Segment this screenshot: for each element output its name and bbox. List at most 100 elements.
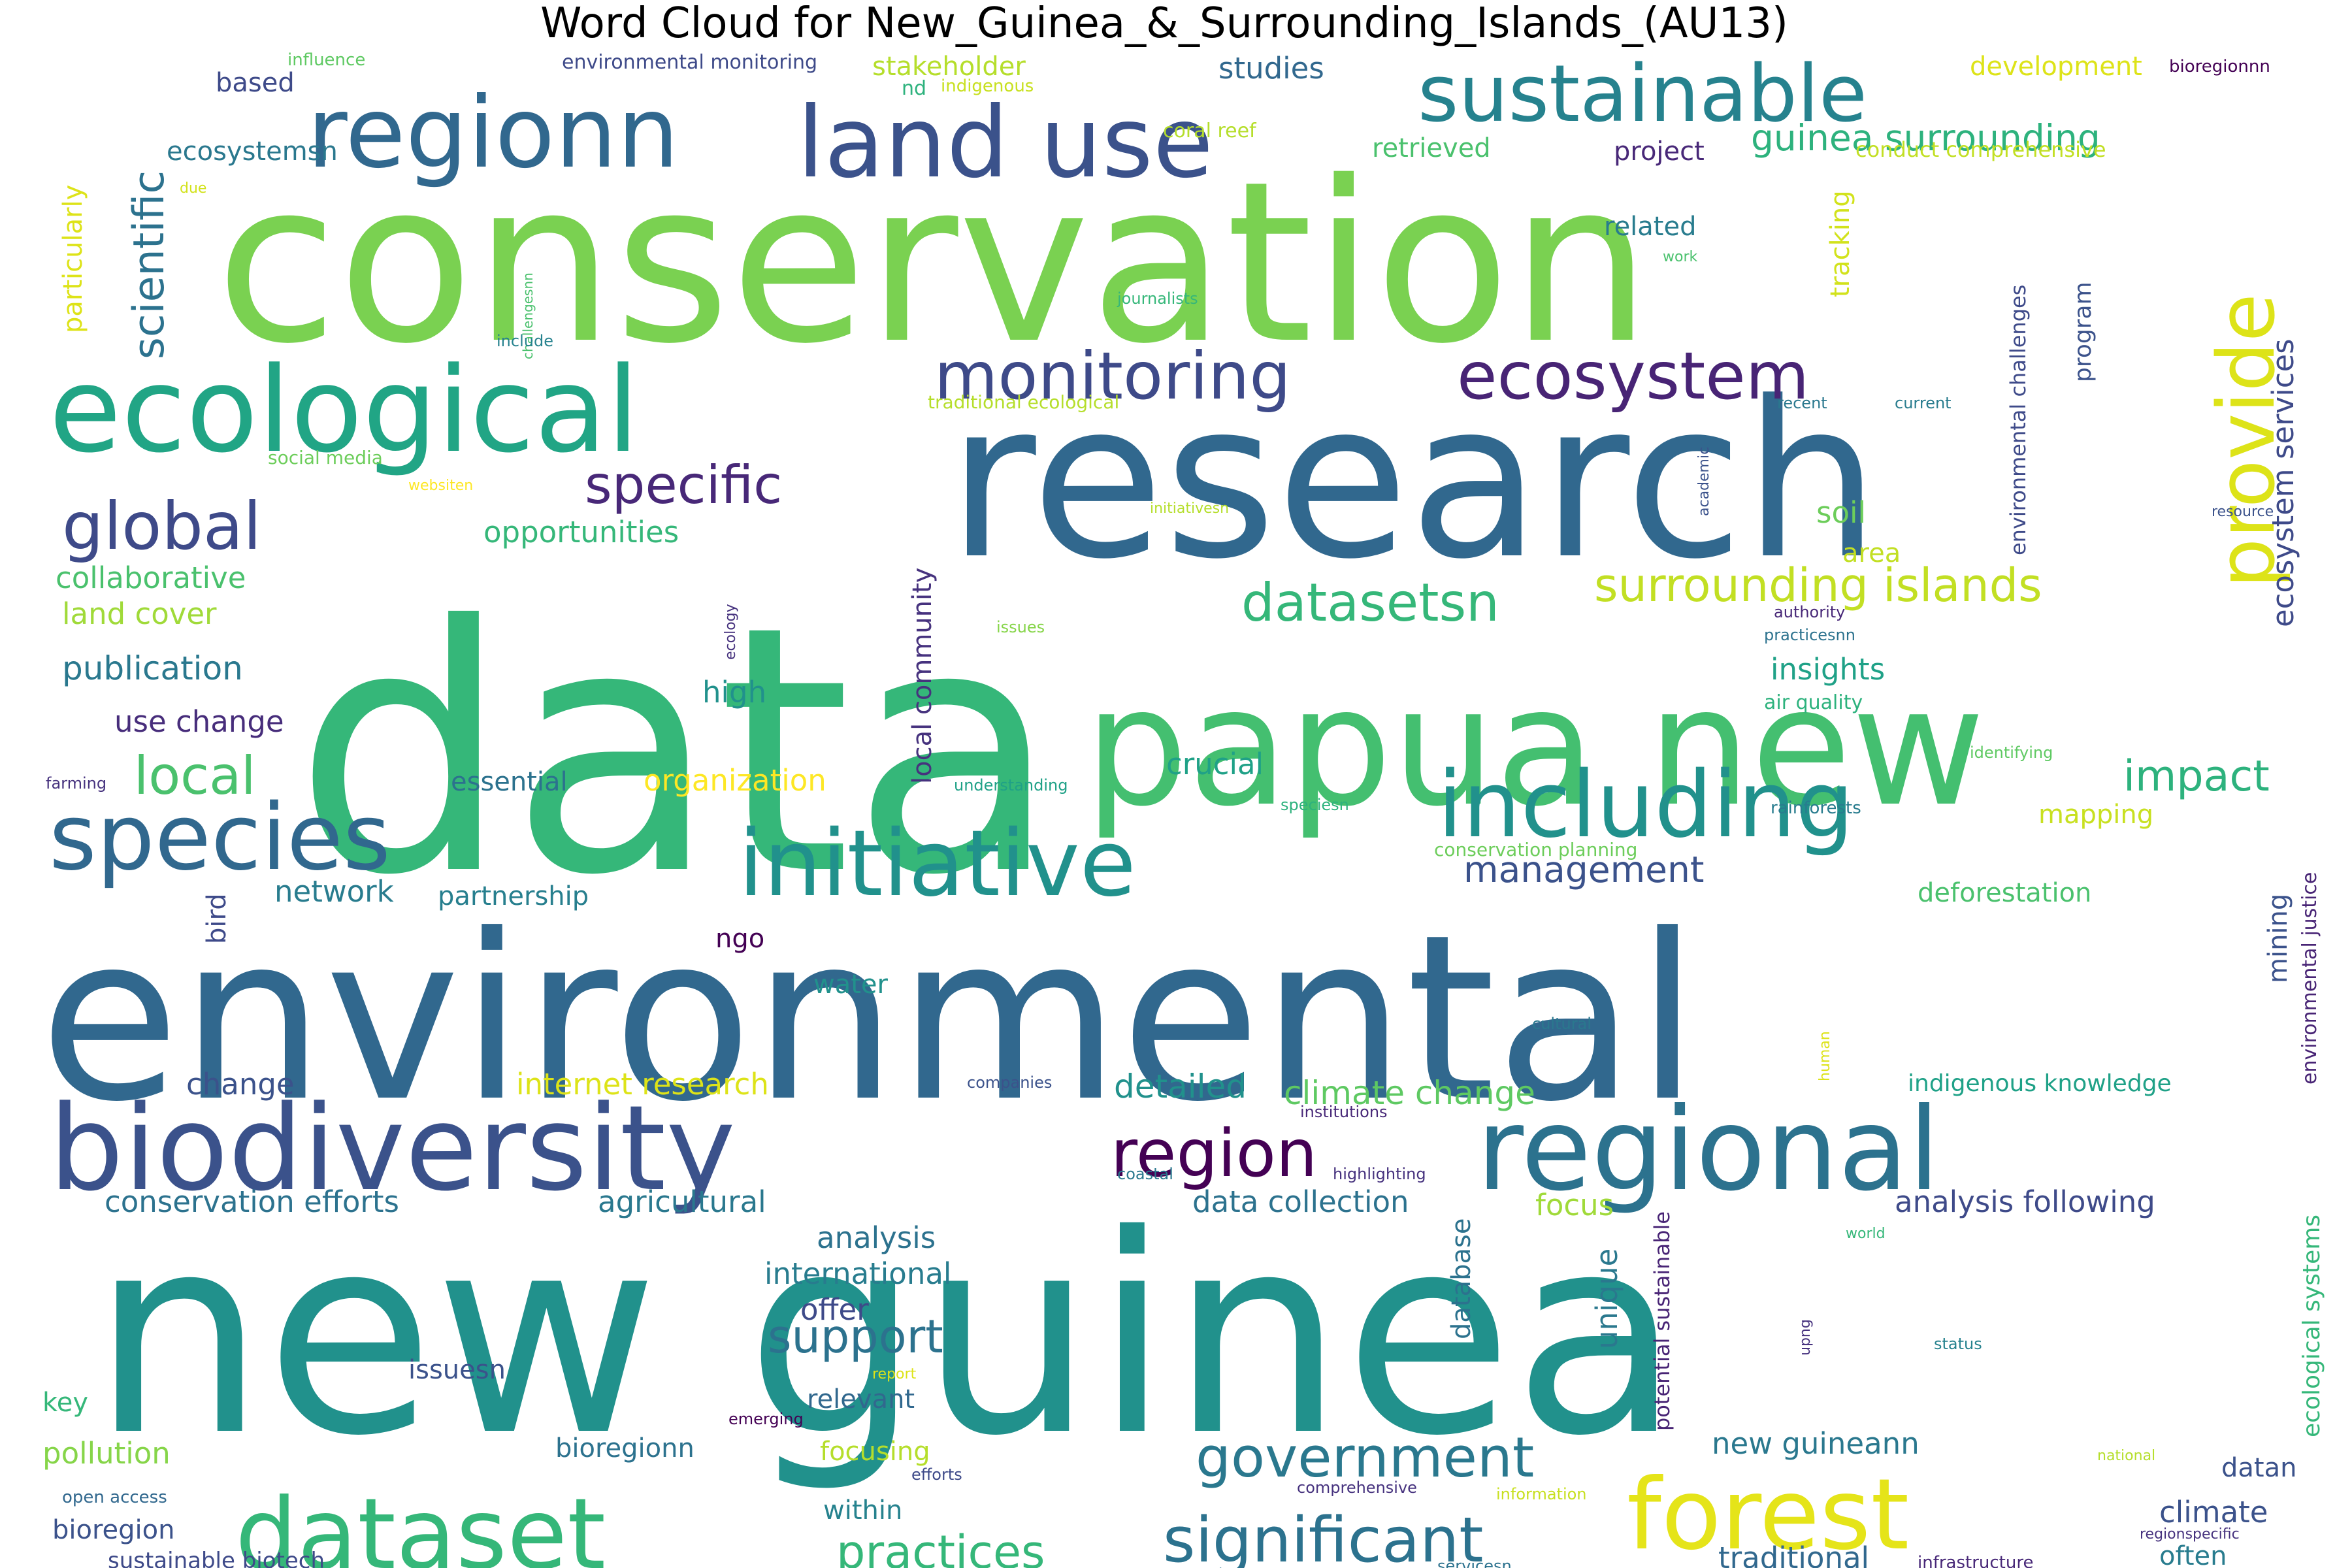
word-particularly: particularly bbox=[58, 185, 88, 333]
word-nd: nd bbox=[902, 77, 926, 100]
word-forest: forest bbox=[1627, 1458, 1909, 1568]
word-work: work bbox=[1663, 249, 1697, 265]
word-datan: datan bbox=[2221, 1453, 2296, 1483]
word-government: government bbox=[1196, 1426, 1534, 1490]
word-deforestation: deforestation bbox=[1918, 878, 2091, 908]
word-scientific: scientific bbox=[125, 171, 174, 359]
word-network: network bbox=[274, 874, 394, 909]
word-use-change: use change bbox=[114, 704, 284, 739]
word-bird: bird bbox=[202, 893, 232, 944]
word-farming: farming bbox=[46, 774, 106, 792]
word-open-access: open access bbox=[62, 1488, 167, 1507]
word-highlighting: highlighting bbox=[1333, 1165, 1426, 1183]
word-ecological: ecological bbox=[49, 342, 640, 479]
word-include: include bbox=[497, 332, 553, 350]
word-websiten: websiten bbox=[408, 478, 473, 494]
word-influence: influence bbox=[287, 50, 365, 70]
word-retrieved: retrieved bbox=[1372, 133, 1491, 163]
word-provide: provide bbox=[2202, 293, 2293, 588]
word-cultural: cultural bbox=[1532, 1015, 1592, 1033]
word-region: region bbox=[1111, 1115, 1317, 1192]
word-servicesn: servicesn bbox=[1437, 1557, 1512, 1568]
word-identifying: identifying bbox=[1970, 743, 2053, 762]
word-bioregion: bioregion bbox=[52, 1515, 174, 1545]
word-analysis-following: analysis following bbox=[1895, 1184, 2155, 1219]
word-environmental-justice: environmental justice bbox=[2298, 872, 2321, 1085]
word-area: area bbox=[1842, 538, 1901, 568]
word-ecology: ecology bbox=[723, 604, 739, 660]
word-initiative: initiative bbox=[738, 811, 1136, 917]
word-regionspecific: regionspecific bbox=[2140, 1526, 2240, 1543]
word-issues: issues bbox=[996, 618, 1045, 636]
word-project: project bbox=[1614, 137, 1705, 167]
word-development: development bbox=[1970, 52, 2142, 82]
word-regional: regional bbox=[1477, 1084, 1940, 1217]
word-biodiversity: biodiversity bbox=[49, 1081, 736, 1217]
word-information: information bbox=[1496, 1485, 1587, 1503]
word-social-media: social media bbox=[268, 447, 383, 468]
word-ecosystem: ecosystem bbox=[1457, 338, 1809, 414]
word-ngo: ngo bbox=[715, 924, 764, 954]
word-national: national bbox=[2097, 1448, 2155, 1464]
word-often: often bbox=[2159, 1541, 2227, 1568]
word-conservation: conservation bbox=[216, 134, 1651, 393]
word-dataset: dataset bbox=[235, 1478, 606, 1568]
word-mapping: mapping bbox=[2038, 800, 2153, 830]
word-focusing: focusing bbox=[820, 1437, 930, 1467]
word-papua-new: papua new bbox=[1085, 652, 1985, 842]
word-institutions: institutions bbox=[1300, 1103, 1388, 1121]
word-emerging: emerging bbox=[728, 1410, 804, 1428]
word-bioregionn: bioregionn bbox=[555, 1433, 694, 1463]
word-data: data bbox=[294, 553, 1059, 949]
word-studies: studies bbox=[1218, 51, 1324, 86]
word-local-community: local community bbox=[907, 568, 938, 784]
word-support: support bbox=[768, 1310, 943, 1364]
word-sustainable: sustainable bbox=[1418, 49, 1867, 140]
word-pollution: pollution bbox=[42, 1436, 171, 1471]
word-indigenous-knowledge: indigenous knowledge bbox=[1908, 1070, 2172, 1097]
word-environmental-monitoring: environmental monitoring bbox=[562, 51, 817, 74]
word-mining: mining bbox=[2263, 894, 2293, 983]
word-conduct-comprehensive: conduct comprehensive bbox=[1855, 137, 2106, 162]
word-upng: upng bbox=[1797, 1319, 1814, 1356]
word-tracking: tracking bbox=[1825, 190, 1855, 297]
word-program: program bbox=[2070, 282, 2097, 382]
word-conservation-efforts: conservation efforts bbox=[105, 1184, 399, 1219]
word-conservation-planning: conservation planning bbox=[1434, 839, 1637, 860]
word-publication: publication bbox=[62, 649, 243, 687]
word-surrounding-islands: surrounding islands bbox=[1594, 559, 2042, 612]
word-land-cover: land cover bbox=[62, 596, 217, 631]
word-guinea-surrounding: guinea surrounding bbox=[1751, 117, 2100, 159]
word-resource: resource bbox=[2212, 504, 2274, 520]
word-efforts: efforts bbox=[911, 1465, 962, 1484]
word-companies: companies bbox=[967, 1073, 1052, 1092]
word-global: global bbox=[62, 488, 261, 564]
word-land-use: land use bbox=[797, 86, 1213, 200]
word-monitoring: monitoring bbox=[934, 338, 1291, 414]
word-current: current bbox=[1895, 394, 1952, 412]
word-new-guineann: new guineann bbox=[1712, 1426, 1919, 1461]
word-climate-change: climate change bbox=[1284, 1074, 1535, 1112]
word-essential: essential bbox=[451, 767, 568, 797]
word-bioregionnn: bioregionnn bbox=[2169, 57, 2270, 76]
word-status: status bbox=[1934, 1335, 1982, 1353]
word-data-collection: data collection bbox=[1192, 1184, 1409, 1219]
word-report: report bbox=[872, 1366, 917, 1382]
word-comprehensive: comprehensive bbox=[1297, 1478, 1417, 1497]
word-due: due bbox=[180, 180, 206, 197]
word-database: database bbox=[1446, 1218, 1477, 1339]
word-within: within bbox=[823, 1495, 902, 1526]
word-practices: practices bbox=[836, 1526, 1045, 1568]
word-crucial: crucial bbox=[1166, 747, 1264, 781]
word-significant: significant bbox=[1163, 1505, 1484, 1568]
word-datasetsn: datasetsn bbox=[1241, 572, 1499, 633]
word-indigenous: indigenous bbox=[941, 76, 1034, 96]
word-human: human bbox=[1817, 1031, 1833, 1081]
word-offer: offer bbox=[800, 1292, 869, 1327]
word-practicesnn: practicesnn bbox=[1764, 626, 1855, 644]
word-detailed: detailed bbox=[1114, 1068, 1247, 1105]
word-rainforests: rainforests bbox=[1771, 798, 1861, 818]
word-focus: focus bbox=[1535, 1188, 1614, 1222]
word-coral-reef: coral reef bbox=[1163, 120, 1257, 142]
